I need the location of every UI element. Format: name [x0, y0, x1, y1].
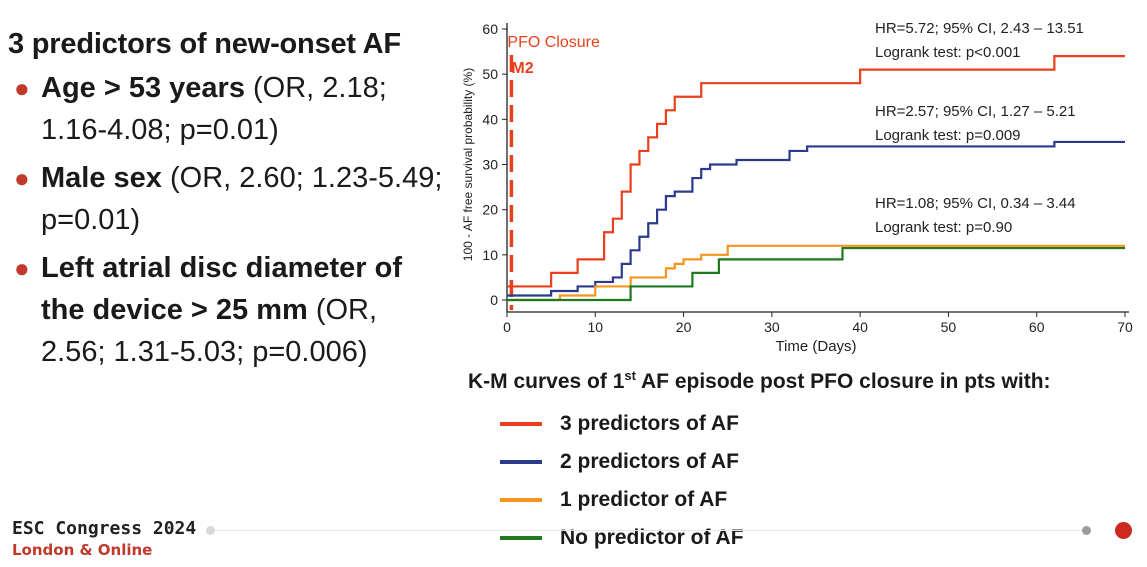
legend-label: 3 predictors of AF	[560, 412, 739, 435]
caption-text: K-M curves of 1	[468, 370, 625, 393]
legend-swatch	[500, 536, 542, 540]
legend-label: No predictor of AF	[560, 526, 744, 549]
hr-annotation: HR=1.08; 95% CI, 0.34 – 3.44	[875, 195, 1076, 212]
predictor-item-age: ● Age > 53 years (OR, 2.18; 1.16-4.08; p…	[8, 67, 448, 151]
x-axis-title: Time (Days)	[775, 338, 856, 355]
x-tick-label: 50	[941, 319, 957, 335]
bullet-icon: ●	[14, 163, 30, 193]
chart-caption: K-M curves of 1st AF episode post PFO cl…	[468, 368, 1051, 394]
congress-footer: ESC Congress 2024 London & Online	[12, 518, 196, 559]
km-series-line	[507, 55, 1125, 288]
footer-divider	[210, 530, 1088, 531]
legend-label: 2 predictors of AF	[560, 450, 739, 473]
km-chart: 0 10 20 30 40 50 60 0 10 20 30 40 50 60 70 Time (Days) 1…	[461, 20, 1133, 355]
predictor-list: ● Age > 53 years (OR, 2.18; 1.16-4.08; p…	[8, 67, 448, 373]
slide-heading: 3 predictors of new-onset AF	[8, 28, 401, 60]
legend-item: 1 predictor of AF	[500, 481, 744, 519]
x-tick-label: 20	[676, 319, 692, 335]
y-tick-label: 30	[482, 157, 498, 173]
congress-title: ESC Congress 2024	[12, 518, 197, 539]
x-tick-label: 40	[852, 319, 868, 335]
hr-annotation: Logrank test: p<0.001	[875, 44, 1021, 61]
y-tick-label: 10	[482, 247, 498, 263]
caption-superscript: st	[624, 368, 636, 383]
legend-item: 3 predictors of AF	[500, 405, 744, 443]
y-tick-label: 0	[490, 292, 498, 308]
km-series-line	[507, 244, 1125, 302]
hr-annotation: Logrank test: p=0.009	[875, 127, 1021, 144]
legend-swatch	[500, 498, 542, 502]
congress-location: London & Online	[12, 541, 153, 559]
legend-item: No predictor of AF	[500, 519, 744, 557]
y-tick-label: 50	[482, 66, 498, 82]
legend-label: 1 predictor of AF	[560, 488, 728, 511]
hr-annotation: HR=2.57; 95% CI, 1.27 – 5.21	[875, 103, 1076, 120]
predictor-stats: (OR, 2.60; 1.23-5.49; p=0.01)	[41, 162, 443, 236]
y-axis-title: 100 - AF free survival probability (%)	[461, 68, 475, 261]
y-tick-label: 20	[482, 202, 498, 218]
x-tick-label: 10	[587, 319, 603, 335]
caption-text-end: AF episode post PFO closure in pts with:	[635, 370, 1051, 393]
km-series-line	[507, 140, 1125, 297]
predictor-label: Male sex	[41, 162, 162, 194]
x-tick-label: 60	[1029, 319, 1045, 335]
legend-item: 2 predictors of AF	[500, 443, 744, 481]
marker-sublabel: M2	[511, 60, 533, 77]
predictor-item-sex: ● Male sex (OR, 2.60; 1.23-5.49; p=0.01)	[8, 157, 448, 241]
y-tick-label: 40	[482, 111, 498, 127]
predictor-stats: (OR, 2.18; 1.16-4.08; p=0.01)	[41, 72, 387, 146]
predictor-item-disc: ● Left atrial disc diameter of the devic…	[8, 247, 448, 373]
timeline-dot-left	[206, 526, 215, 535]
hr-annotation: Logrank test: p=0.90	[875, 219, 1012, 236]
bullet-icon: ●	[14, 73, 30, 103]
km-series-line	[507, 246, 1125, 302]
predictor-label: Left atrial disc diameter of the device …	[41, 252, 402, 326]
predictor-stats: (OR, 2.56; 1.31-5.03; p=0.006)	[41, 294, 378, 368]
x-tick-label: 0	[503, 319, 511, 335]
legend-swatch	[500, 422, 542, 426]
chart-legend: 3 predictors of AF 2 predictors of AF 1 …	[500, 405, 744, 557]
y-tick-label: 60	[482, 21, 498, 37]
timeline-dot-gray	[1082, 526, 1091, 535]
x-tick-label: 30	[764, 319, 780, 335]
marker-label: PFO Closure	[507, 34, 600, 51]
x-tick-label: 70	[1117, 319, 1133, 335]
predictor-label: Age > 53 years	[41, 72, 245, 104]
predictor-panel: 3 predictors of new-onset AF ● Age > 53 …	[8, 28, 448, 379]
bullet-icon: ●	[14, 253, 30, 283]
legend-swatch	[500, 460, 542, 464]
hr-annotation: HR=5.72; 95% CI, 2.43 – 13.51	[875, 20, 1084, 37]
timeline-dot-active	[1115, 522, 1132, 539]
